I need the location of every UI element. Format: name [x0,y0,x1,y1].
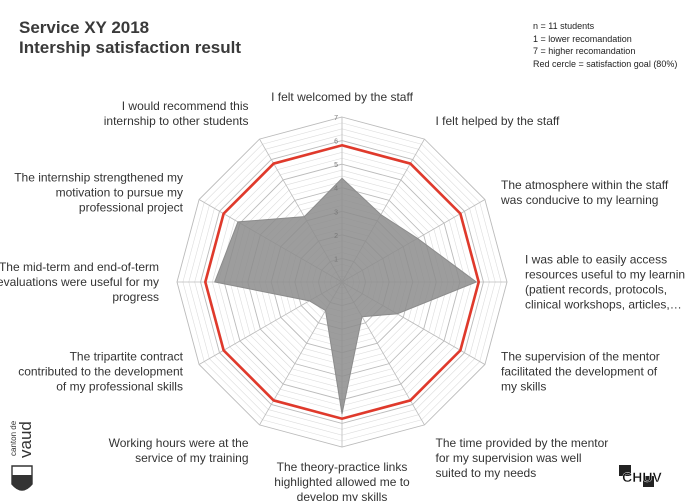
category-label-line: I would recommend this [122,99,249,113]
category-label-line: evaluations were useful for my [0,275,159,289]
chart-subtitle: Intership satisfaction result [19,38,241,57]
category-label: The time provided by the mentor for my su… [436,436,609,480]
category-label-line: The tripartite contract [70,350,184,364]
category-label-line: The supervision of the mentor [501,350,660,364]
category-label: The tripartite contract contributed to th… [18,350,183,394]
category-label-line: I felt welcomed by the staff [271,90,414,104]
category-label-line: The mid-term and end-of-term [0,260,159,274]
category-label-line: The theory-practice links [277,460,408,474]
category-label-line: I felt helped by the staff [436,114,561,128]
tick-label: 4 [334,186,338,193]
tick-label: 1 [334,256,338,263]
category-label-line: contributed to the development [18,365,183,379]
category-label-line: internship to other students [104,114,249,128]
tick-label: 6 [334,139,338,146]
tick-label: 5 [334,162,338,169]
chart-title: Service XY 2018 [19,18,150,37]
goal-line [203,143,481,421]
category-label: The atmosphere within the staff was condu… [500,178,669,207]
category-label-line: resources useful to my learning [525,268,685,282]
title-block: Service XY 2018 Intership satisfaction r… [19,18,241,58]
category-label-line: Working hours were at the [109,436,249,450]
category-label: I felt welcomed by the staff [271,90,414,104]
category-label-line: facilitated the development of [501,365,658,379]
category-label-line: develop my skills [297,490,388,501]
category-label-line: my skills [501,380,546,394]
tick-label: 3 [334,209,338,216]
category-label: The theory-practice links highlighted all… [274,460,410,501]
category-label: I felt helped by the staff [436,114,561,128]
category-label: I would recommend this internship to othe… [104,99,249,128]
tick-label: 2 [334,233,338,240]
category-label-line: I was able to easily access [525,253,667,267]
category-label-line: of my professional skills [56,380,183,394]
category-label: The internship strengthened my motivation… [14,171,183,215]
logo-vaud-main-text: vaud [16,421,35,458]
category-label-line: The time provided by the mentor [436,436,609,450]
category-label: I was able to easily access resources use… [525,253,685,312]
canton-vaud-logo: canton de vaud [9,420,35,491]
category-label-line: motivation to pursue my [56,186,183,200]
category-label-line: clinical workshops, articles,… [525,298,682,312]
category-label-line: highlighted allowed me to [274,475,410,489]
category-label-line: (patient records, protocols, [525,283,667,297]
category-label-line: for my supervision was well [436,451,582,465]
category-label-line: service of my training [135,451,248,465]
chuv-logo-text: CHUV [622,469,662,485]
category-label-line: The atmosphere within the staff [501,178,669,192]
category-label-line: progress [112,290,159,304]
category-label: Working hours were at the service of my t… [109,436,249,465]
chuv-logo: CHUV [619,465,665,487]
note-line: 1 = lower recomandation [533,33,632,44]
category-label: The mid-term and end-of-term evaluations … [0,260,159,304]
category-label: The supervision of the mentor facilitated… [501,350,660,394]
note-line: 7 = higher recomandation [533,46,636,56]
tick-label: 7 [334,115,338,122]
note-line: Red cercle = satisfaction goal (80%) [533,58,678,69]
legend-notes: n = 11 students 1 = lower recomandation … [533,20,677,70]
note-line: n = 11 students [533,21,595,31]
logo-vaud-small-text: canton de [9,420,18,456]
series-area [214,177,478,415]
category-label-line: suited to my needs [436,466,537,480]
category-label-line: professional project [79,201,184,215]
category-label-line: was conducive to my learning [500,193,658,207]
category-label-line: The internship strengthened my [14,171,183,185]
